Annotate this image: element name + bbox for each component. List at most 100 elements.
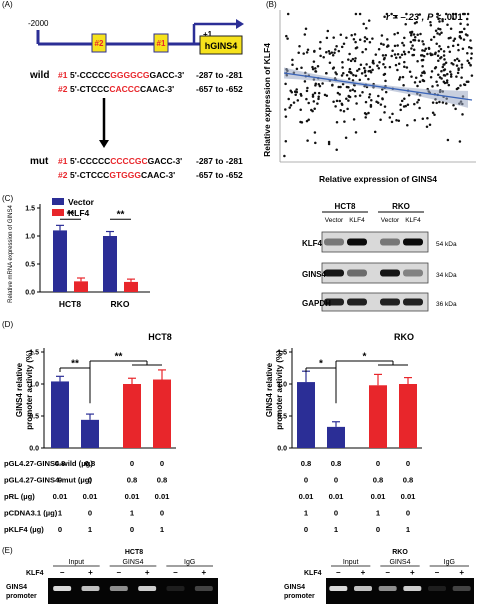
scatter-point — [433, 113, 436, 116]
scatter-point — [403, 60, 406, 64]
scatter-point — [460, 76, 463, 79]
table-cell: 0.01 — [329, 492, 345, 501]
scatter-point — [386, 38, 389, 41]
blot-band — [347, 298, 367, 306]
scatter-point — [445, 102, 448, 105]
chip-sign: – — [435, 568, 440, 577]
scatter-point — [348, 67, 352, 71]
scatter-point — [341, 66, 344, 69]
scatter-point — [349, 71, 352, 75]
western-blot: HCT8 RKO Vector KLF4 Vector KLF4 KLF4 GI… — [302, 202, 457, 312]
blot-size-gins4: 34 kDa — [436, 272, 457, 279]
table-cell: 0.8 — [157, 476, 168, 485]
table-row-label: pKLF4 (µg) — [4, 525, 44, 534]
table-cell: 0.8 — [301, 459, 312, 468]
table-cell: 0.01 — [155, 492, 171, 501]
scatter-point — [317, 83, 321, 86]
scatter-point — [417, 98, 420, 102]
scatter-point — [335, 44, 338, 48]
scatter-point — [394, 56, 398, 60]
mrna-bar — [74, 281, 88, 292]
panel-label-a: (A) — [2, 0, 13, 9]
scatter-point — [413, 102, 416, 106]
scatter-point — [439, 28, 442, 31]
scatter-point — [284, 108, 287, 111]
promoter-title-rko: RKO — [394, 332, 414, 342]
promoter-bar — [51, 381, 69, 448]
chip-band — [403, 586, 422, 591]
scatter-point — [348, 52, 351, 56]
mrna-cat-rko: RKO — [111, 299, 130, 309]
scatter-point — [327, 49, 331, 53]
scatter-point — [442, 63, 445, 66]
scatter-point — [456, 86, 460, 90]
scatter-point — [358, 12, 362, 16]
promoter-sig-label: * — [363, 351, 367, 362]
scatter-point — [351, 88, 355, 92]
scatter-point — [401, 75, 405, 79]
gene-label: hGINS4 — [205, 41, 238, 51]
scatter-point — [384, 53, 388, 57]
mrna-bar-chart: Relative mRNA expression of GINS4 0.0 0.5… — [8, 197, 150, 309]
chip-promoter-label-line2: promoter — [6, 593, 37, 600]
chip-band — [428, 586, 446, 591]
scatter-point — [364, 74, 367, 78]
scatter-point — [435, 80, 438, 84]
chip-sign: – — [173, 568, 178, 577]
scatter-point — [380, 34, 384, 37]
scatter-point — [426, 116, 429, 120]
scatter-point — [311, 67, 315, 71]
scatter-point — [455, 75, 458, 78]
scatter-point — [387, 44, 390, 48]
blot-size-klf4: 54 kDa — [436, 241, 457, 248]
scatter-point — [388, 116, 392, 119]
scatter-point — [352, 73, 355, 77]
chip-sign: + — [410, 568, 415, 577]
scatter-point — [421, 117, 425, 121]
promoter-ytick-label: 1.5 — [277, 350, 287, 357]
scatter-point — [365, 27, 368, 30]
scatter-point — [423, 49, 426, 53]
scatter-point — [379, 103, 383, 106]
scatter-point — [298, 44, 301, 48]
scatter-point — [464, 33, 468, 36]
scatter-point — [300, 94, 303, 97]
scatter-point — [372, 62, 375, 65]
scatter-point — [369, 103, 373, 107]
scatter-point — [318, 47, 322, 50]
scatter-point — [437, 73, 440, 77]
scatter-point — [452, 104, 455, 107]
blot-cell-hct8: HCT8 — [335, 202, 356, 211]
scatter-point — [450, 61, 453, 65]
scatter-point — [427, 46, 431, 50]
scatter-point — [290, 90, 294, 94]
scatter-point — [335, 72, 338, 76]
scatter-point — [456, 43, 460, 47]
scatter-point — [359, 63, 363, 67]
chip-group-label: Input — [69, 559, 85, 566]
scatter-point — [403, 36, 406, 40]
scatter-point — [416, 101, 419, 104]
scatter-point — [444, 12, 448, 16]
scatter-point — [306, 48, 310, 51]
scatter-point — [446, 138, 450, 142]
scatter-point — [331, 83, 334, 87]
scatter-point — [393, 44, 397, 48]
wild-row-1-site: #1 — [58, 70, 68, 80]
scatter-point — [440, 77, 443, 80]
scatter-point — [383, 66, 387, 69]
scatter-point — [442, 50, 446, 53]
scatter-point — [411, 44, 414, 47]
scatter-point — [469, 56, 473, 60]
blot-lane-2: KLF4 — [349, 217, 365, 224]
scatter-point — [405, 66, 409, 69]
scatter-point — [353, 59, 357, 63]
chip-band — [329, 586, 348, 591]
scatter-point — [465, 80, 469, 84]
scatter-point — [379, 118, 382, 121]
scatter-point — [295, 88, 298, 91]
scatter-point — [313, 131, 317, 134]
scatter-point — [413, 35, 417, 39]
chip-promoter-label-line2: promoter — [284, 593, 315, 600]
blot-lane-1: Vector — [325, 217, 344, 224]
